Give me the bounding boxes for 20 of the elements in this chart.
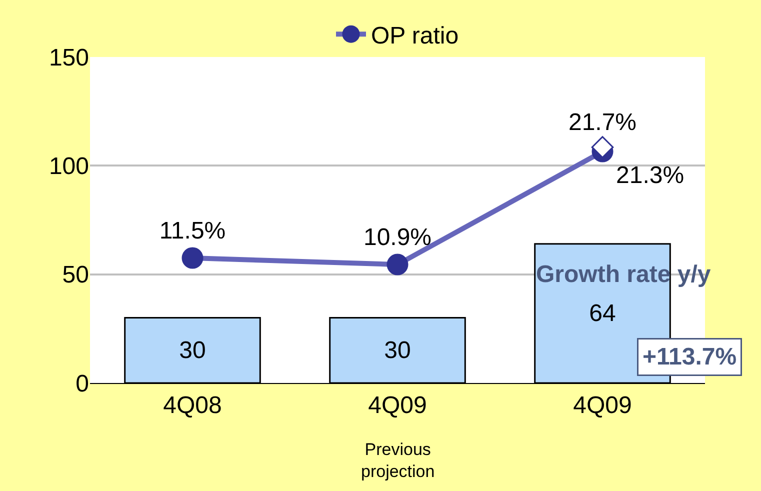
annotation: +113.7%: [642, 344, 737, 370]
data-label: 30: [384, 336, 411, 364]
legend-label: OP ratio: [371, 22, 459, 50]
data-label: 64: [589, 300, 616, 327]
point: [386, 254, 408, 276]
y-tick-label: 150: [48, 44, 89, 72]
point: [591, 136, 614, 158]
text: Previous projection: [361, 440, 435, 482]
x-tick-label: 4Q09: [368, 392, 427, 419]
x-tick-label: 4Q08: [163, 392, 222, 419]
data-label: 30: [179, 336, 206, 364]
data-label: 21.3%: [616, 162, 684, 190]
y-tick-label: 0: [76, 370, 89, 398]
y-tick-label: 100: [48, 153, 89, 180]
x-tick-label: 4Q09: [573, 392, 632, 419]
data-label: 11.5%: [159, 218, 226, 245]
data-label: 21.7%: [568, 109, 637, 136]
point: [182, 247, 204, 269]
data-label: 10.9%: [363, 224, 432, 252]
y-tick-label: 50: [62, 262, 89, 289]
